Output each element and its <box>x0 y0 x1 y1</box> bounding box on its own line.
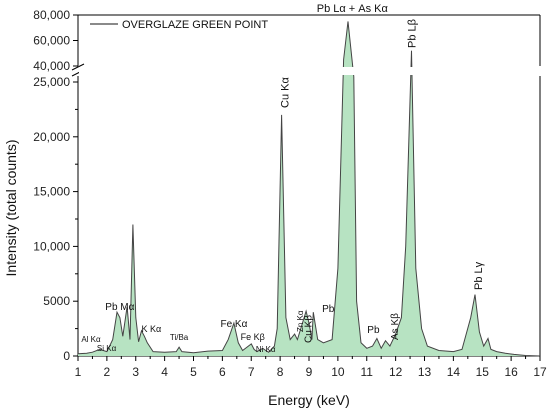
x-tick-label: 9 <box>306 365 313 379</box>
y-tick-label: 25,000 <box>33 75 70 89</box>
x-tick-label: 12 <box>389 365 403 379</box>
peak-label: Cu Kα <box>280 77 292 108</box>
y-tick-label: 80,000 <box>33 8 70 22</box>
y-tick-label: 40,000 <box>33 59 70 73</box>
spectrum-line <box>77 21 541 357</box>
y-axis-title: Intensity (total counts) <box>3 140 19 277</box>
x-tick-label: 14 <box>447 365 461 379</box>
peak-label: Pb <box>322 304 335 315</box>
peak-label: Cu Kβ <box>304 315 315 343</box>
x-tick-label: 16 <box>504 365 518 379</box>
peak-label: As Kβ <box>390 313 401 340</box>
x-tick-label: 10 <box>331 365 345 379</box>
x-tick-label: 4 <box>161 365 168 379</box>
x-tick-label: 7 <box>248 365 255 379</box>
axis-frame <box>71 14 541 357</box>
spectrum-layer <box>77 21 541 357</box>
x-tick-label: 13 <box>418 365 432 379</box>
x-tick-label: 15 <box>476 365 490 379</box>
axis-break-mark-1 <box>71 63 85 71</box>
break-gap <box>79 67 539 75</box>
peak-label: Fe Kα <box>220 319 247 330</box>
x-tick-label: 17 <box>533 365 547 379</box>
peak-label: Pb Lγ <box>473 261 485 290</box>
y-tick-label: 5000 <box>43 294 70 308</box>
x-tick-label: 2 <box>104 365 111 379</box>
peak-label: Zn Kα <box>296 310 305 332</box>
peak-label: Ti/Ba <box>170 333 189 342</box>
peak-label: Al Kα <box>81 335 101 344</box>
x-axis-title: Energy (keV) <box>268 392 350 408</box>
y-tick-label: 10,000 <box>33 239 70 253</box>
peak-label: Fe Kβ <box>241 332 265 342</box>
x-tick-label: 1 <box>75 365 82 379</box>
x-tick-label: 3 <box>132 365 139 379</box>
axis-break-gap <box>79 67 539 75</box>
x-tick-label: 11 <box>361 365 374 379</box>
y-tick-label: 15,000 <box>33 185 70 199</box>
peak-label: Ni Kα <box>256 345 276 354</box>
x-tick-label: 5 <box>190 365 197 379</box>
y-tick-label: 60,000 <box>33 34 70 48</box>
peak-annotations: Pb Lα + As Kα Pb Lβ Cu Kα Pb Lγ Pb Mα K Kα Al … <box>81 3 485 354</box>
peak-label: Pb Lα + As Kα <box>317 3 389 15</box>
legend: OVERGLAZE GREEN POINT <box>90 19 268 31</box>
peak-label: K Kα <box>142 324 162 334</box>
x-tick-label: 6 <box>219 365 226 379</box>
peak-label: Pb Lβ <box>407 19 419 48</box>
y-tick-label: 0 <box>63 349 70 363</box>
peak-label: Pb Mα <box>105 302 134 313</box>
peak-label: Pb <box>367 325 380 336</box>
peak-label: Si Kα <box>97 344 117 353</box>
y-tick-label: 20,000 <box>33 130 70 144</box>
x-tick-label: 8 <box>277 365 284 379</box>
legend-label: OVERGLAZE GREEN POINT <box>122 19 268 31</box>
y-ticks: 0 5000 10,000 15,000 20,000 25,000 40,000 60,00… <box>33 8 78 363</box>
x-ticks: 1 2 3 4 5 6 7 8 9 10 11 12 13 14 15 16 17 <box>75 356 547 379</box>
